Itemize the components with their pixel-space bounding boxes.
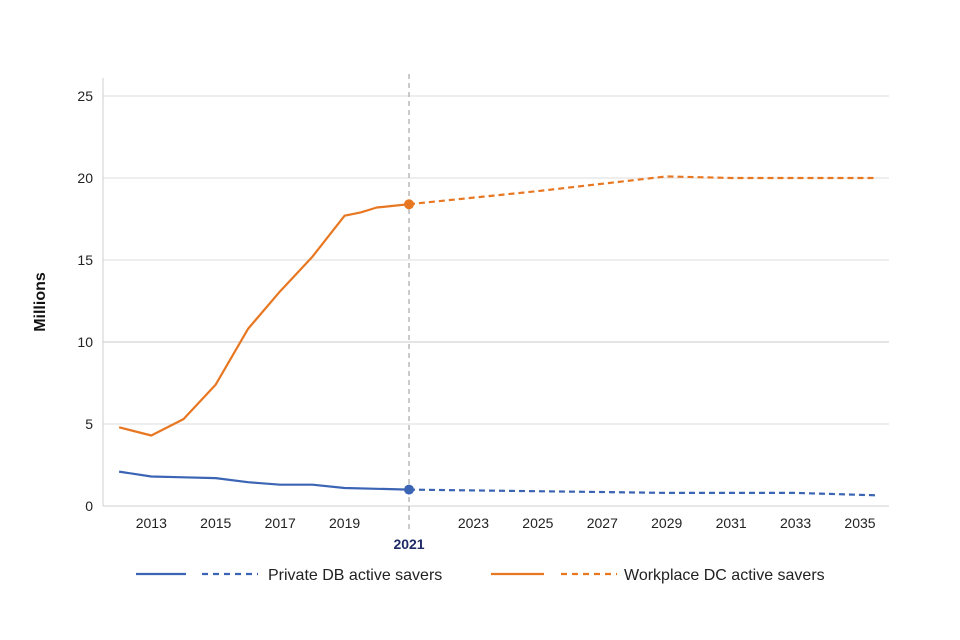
legend-label: Workplace DC active savers xyxy=(624,567,825,584)
legend-label: Private DB active savers xyxy=(268,567,442,584)
x-tick-labels: 2013 2015 2017 2019 2021 2023 2025 2027 2029 2031… xyxy=(136,515,876,552)
x-tick-label: 2035 xyxy=(844,515,875,531)
x-tick-label: 2023 xyxy=(458,515,489,531)
private-db-active-savers-projected-line xyxy=(408,488,877,497)
grid-lines xyxy=(103,95,889,507)
y-tick-label: 25 xyxy=(77,88,93,104)
workplace-dc-active-savers-actual-line xyxy=(118,203,410,437)
x-tick-label: 2019 xyxy=(329,515,360,531)
private-db-active-savers-actual-line xyxy=(118,470,410,491)
x-tick-label: 2025 xyxy=(522,515,553,531)
y-tick-label: 10 xyxy=(77,334,93,350)
y-tick-label: 20 xyxy=(77,170,93,186)
legend: Private DB active savers Workplace DC act… xyxy=(136,567,825,584)
x-tick-label-highlight: 2021 xyxy=(393,536,424,552)
x-tick-label: 2017 xyxy=(265,515,296,531)
workplace-dc-active-savers-marker xyxy=(404,199,415,210)
y-axis-label: Millions xyxy=(32,272,49,332)
private-db-active-savers-marker xyxy=(404,484,415,495)
y-tick-label: 5 xyxy=(85,416,93,432)
x-tick-label: 2031 xyxy=(716,515,747,531)
series-layer xyxy=(118,175,877,497)
y-tick-label: 0 xyxy=(85,498,93,514)
x-tick-label: 2029 xyxy=(651,515,682,531)
x-tick-label: 2013 xyxy=(136,515,167,531)
x-tick-label: 2033 xyxy=(780,515,811,531)
workplace-dc-active-savers-projected-line xyxy=(408,175,877,206)
y-tick-label: 15 xyxy=(77,252,93,268)
x-tick-label: 2027 xyxy=(587,515,618,531)
x-tick-label: 2015 xyxy=(200,515,231,531)
y-tick-labels: 0 5 10 15 20 25 xyxy=(77,88,93,514)
